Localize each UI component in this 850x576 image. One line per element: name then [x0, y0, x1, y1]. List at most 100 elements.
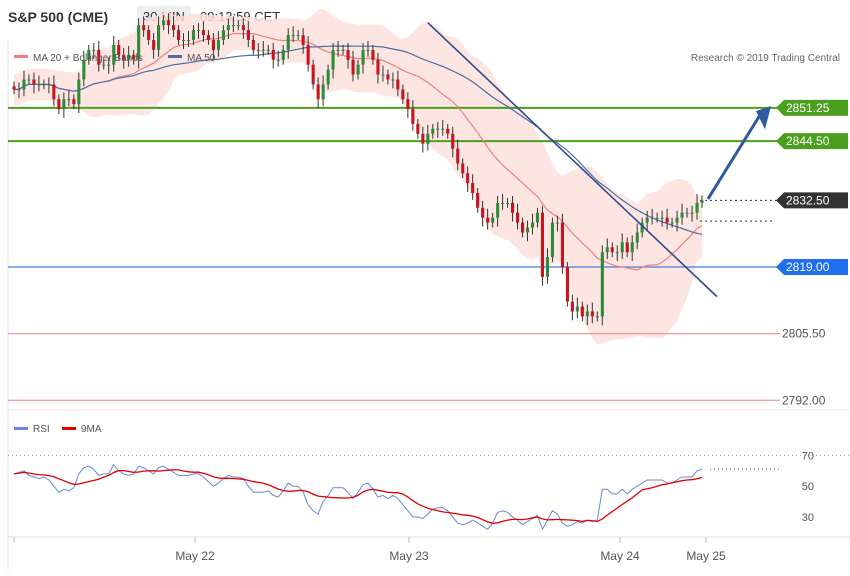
candle — [92, 42, 96, 59]
candle — [132, 49, 136, 65]
candle-body — [690, 212, 694, 214]
candle — [605, 238, 609, 260]
candle-body — [52, 84, 56, 100]
candle-body — [261, 49, 265, 51]
candle — [610, 242, 614, 258]
candle-body — [236, 25, 240, 27]
ma20-legend-label: MA 20 + Bollinger Bands — [33, 53, 143, 64]
candle — [107, 57, 111, 74]
candle — [680, 203, 684, 225]
candle — [575, 297, 579, 319]
candle — [615, 245, 619, 262]
candle — [57, 94, 61, 115]
candle-body — [152, 40, 156, 50]
candle-body — [246, 30, 250, 40]
candle-body — [341, 49, 345, 51]
candle-body — [286, 35, 290, 50]
candle — [326, 64, 330, 90]
candle-body — [580, 306, 584, 317]
candle — [321, 75, 325, 107]
candle — [97, 40, 101, 72]
candle-body — [406, 99, 410, 110]
candle — [600, 245, 604, 326]
level-tag-text: 2832.50 — [786, 193, 830, 207]
candle — [22, 70, 26, 97]
candle — [231, 16, 235, 33]
candle — [481, 200, 485, 227]
candle — [47, 77, 51, 94]
candle — [306, 36, 310, 72]
x-axis-label: May 24 — [600, 549, 640, 563]
candle — [177, 25, 181, 45]
level-tag-2851.25: 2851.25 — [776, 99, 848, 116]
candle-body — [62, 99, 66, 110]
candle-body — [221, 30, 225, 40]
candle-body — [421, 133, 425, 144]
candle — [625, 237, 629, 258]
candle-body — [665, 217, 669, 223]
candle-body — [466, 173, 470, 184]
candle-body — [251, 40, 255, 50]
candle-body — [501, 202, 505, 204]
candle-body — [391, 79, 395, 81]
candle-body — [436, 128, 440, 130]
candle — [416, 118, 420, 139]
candle-body — [172, 25, 176, 31]
candle-body — [540, 212, 544, 277]
candle-body — [511, 202, 515, 213]
candle — [560, 213, 564, 274]
candle-body — [57, 99, 61, 110]
candle-body — [226, 25, 230, 31]
candle-body — [545, 257, 549, 277]
candle-body — [82, 59, 86, 80]
candle — [361, 42, 365, 74]
candle-body — [645, 217, 649, 223]
candle-body — [77, 79, 81, 105]
candle — [675, 210, 679, 232]
candle — [206, 30, 210, 45]
candle-body — [675, 217, 679, 223]
candle-body — [476, 193, 480, 208]
candle-body — [127, 54, 131, 60]
level-label-2792.00: 2792.00 — [782, 393, 826, 407]
candle-body — [371, 49, 375, 60]
candle-body — [256, 49, 260, 51]
level-tag-bg — [776, 192, 848, 209]
candle — [635, 223, 639, 250]
candle — [102, 59, 106, 70]
candle-body — [87, 49, 91, 60]
ma20-legend-swatch — [14, 55, 28, 58]
candle-body — [605, 247, 609, 253]
candle-body — [396, 79, 400, 90]
candle — [476, 188, 480, 213]
candle — [630, 235, 634, 262]
candle — [87, 44, 91, 65]
candle — [570, 294, 574, 321]
candle-body — [526, 227, 530, 233]
candle — [127, 45, 131, 67]
candle-body — [276, 59, 280, 61]
candle-body — [570, 301, 574, 312]
candle-body — [356, 64, 360, 75]
candle-body — [565, 267, 569, 302]
candle — [172, 16, 176, 38]
level-tag-bg — [776, 99, 848, 116]
candle — [32, 72, 36, 94]
candle — [640, 217, 644, 238]
candle — [516, 203, 520, 230]
candle-body — [306, 44, 310, 65]
candle — [431, 123, 435, 139]
descending-trendline — [427, 22, 718, 298]
candle — [670, 217, 674, 228]
candle — [162, 15, 166, 31]
level-tag-2819.00: 2819.00 — [776, 259, 848, 276]
candle-body — [216, 40, 220, 50]
candle — [187, 31, 191, 47]
candle — [152, 33, 156, 59]
candle-body — [147, 30, 151, 40]
candle-body — [486, 217, 490, 223]
candle-body — [461, 163, 465, 174]
candle — [147, 25, 151, 45]
candle-body — [301, 35, 305, 45]
candle-body — [32, 79, 36, 85]
